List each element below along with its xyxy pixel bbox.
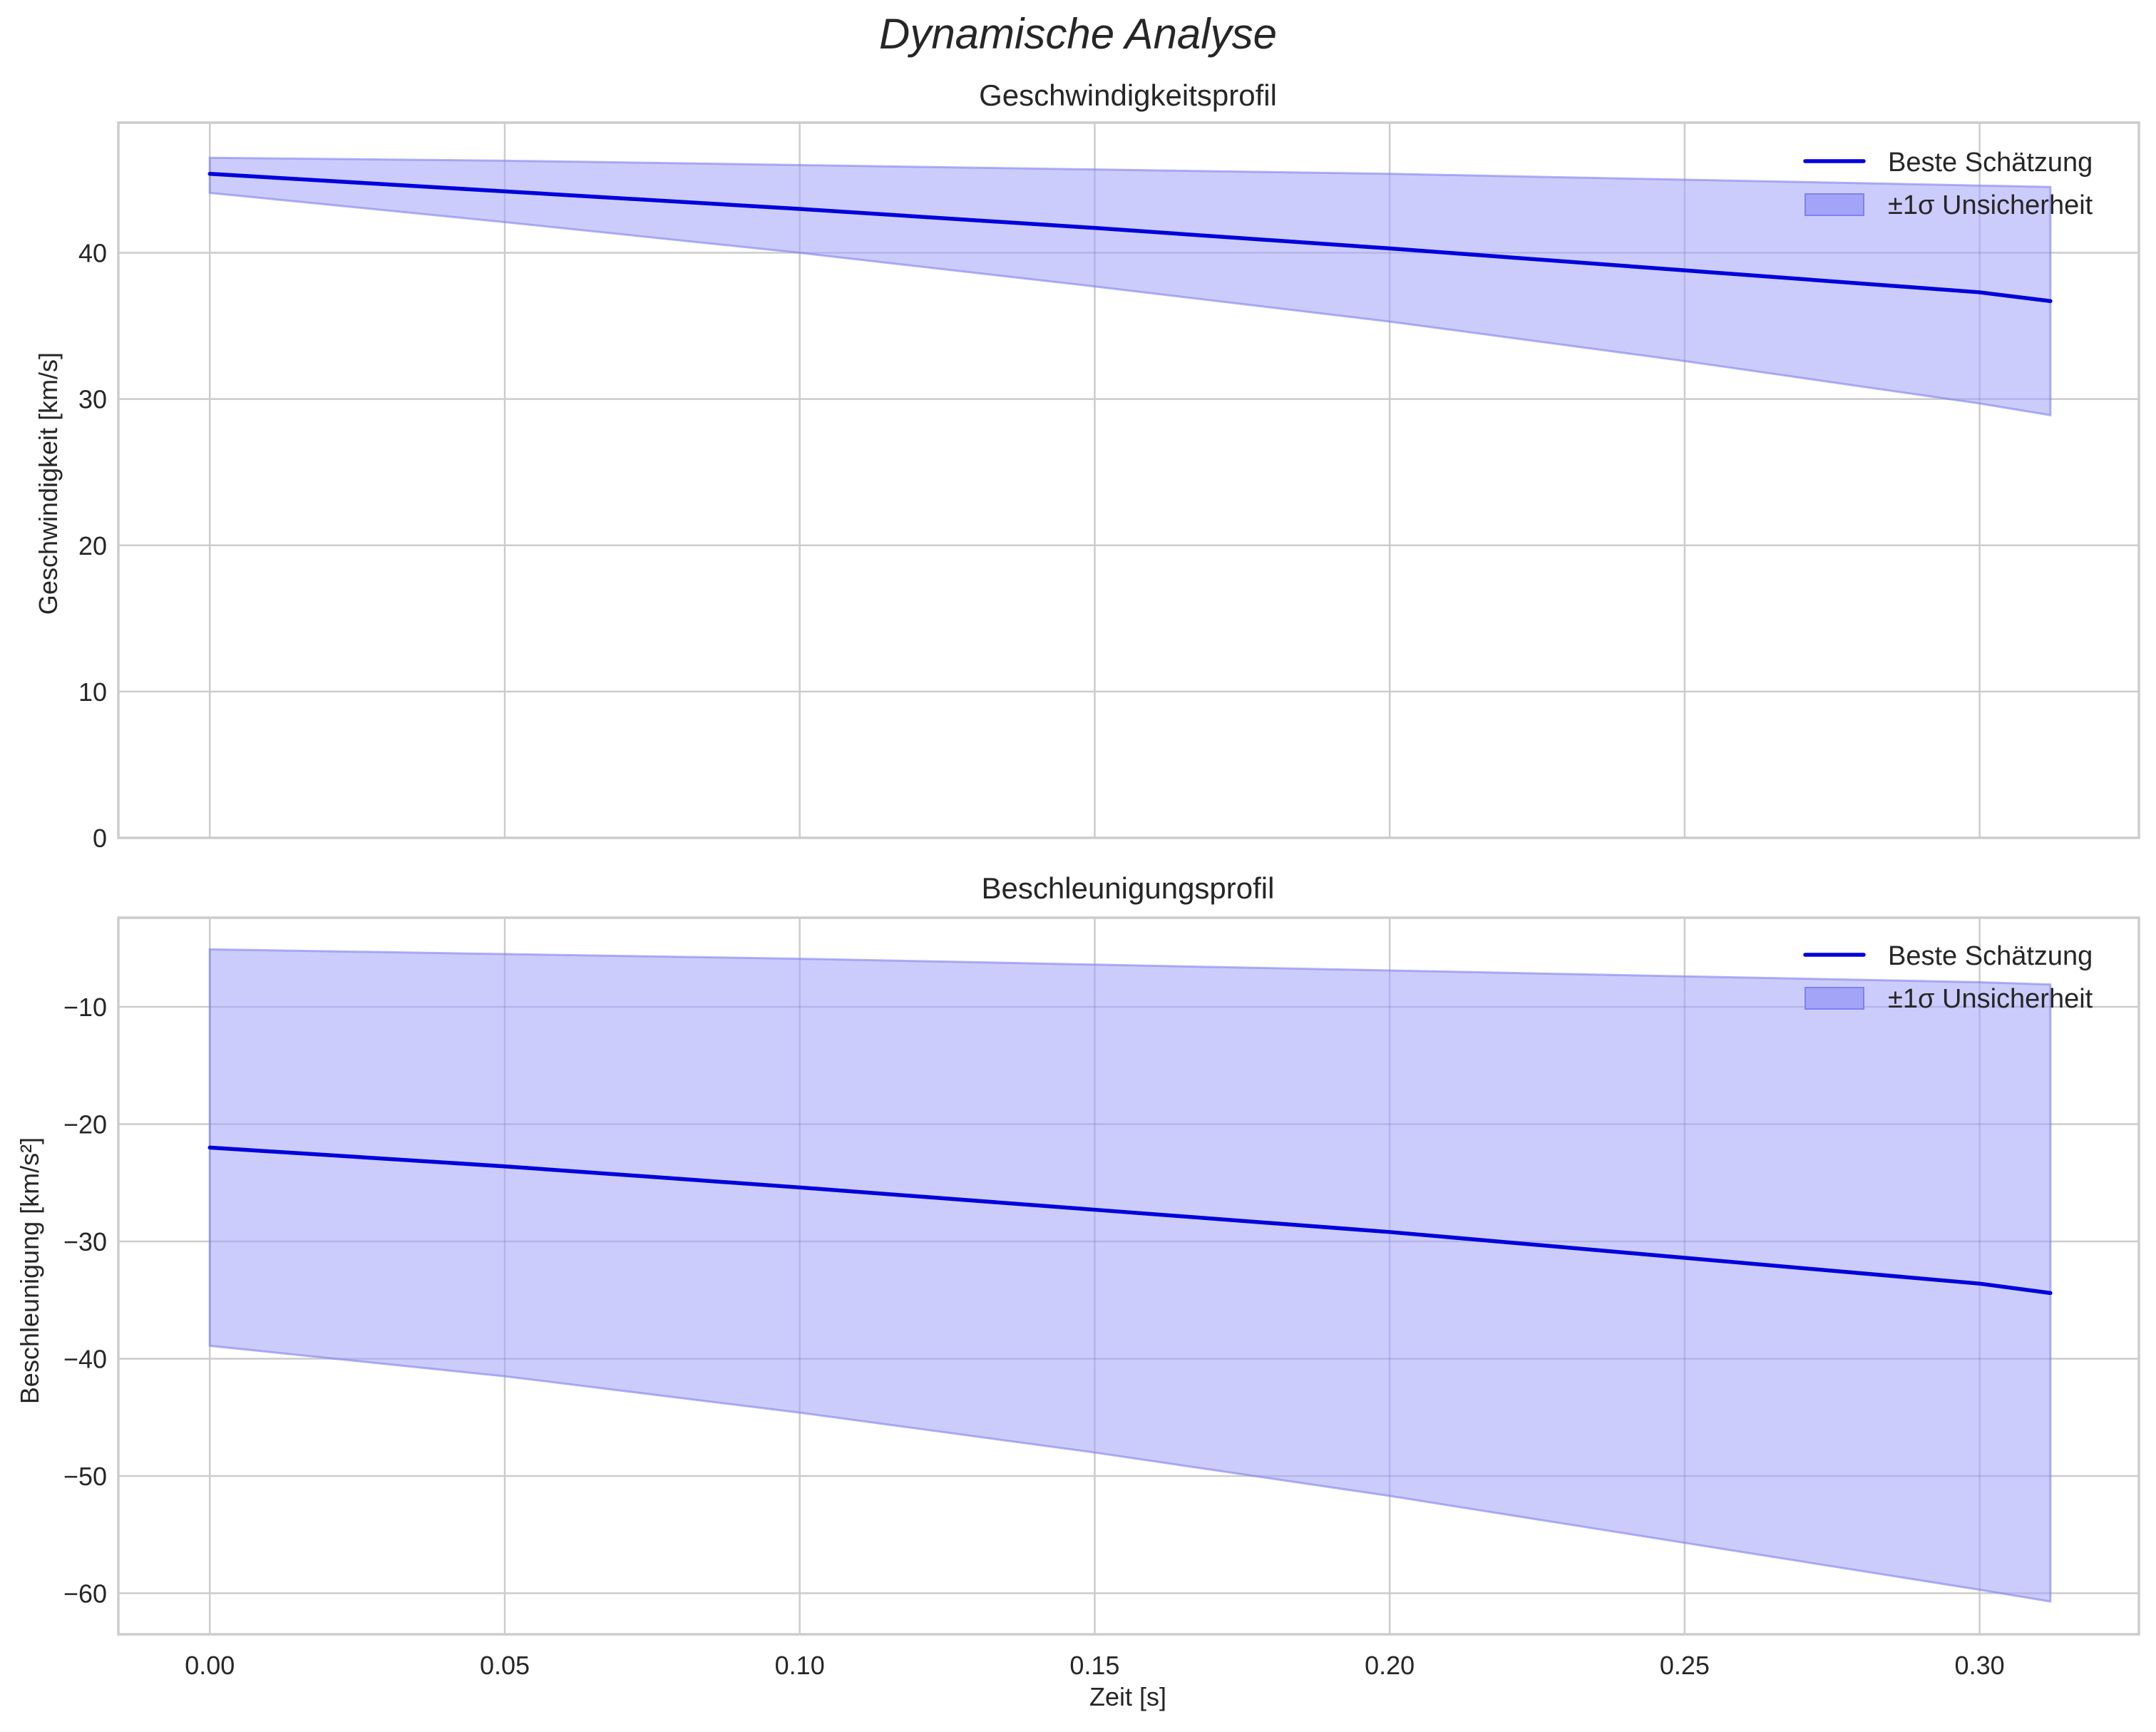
legend-band-swatch xyxy=(1805,193,1864,216)
y-tick-label: 40 xyxy=(78,239,107,268)
y-tick-label: 30 xyxy=(78,385,107,414)
y-tick-label: −40 xyxy=(63,1344,107,1373)
velocity-y-ticks: 0 10 20 30 40 xyxy=(78,239,107,853)
best-estimate-line xyxy=(207,1145,2053,1296)
velocity-legend: Beste Schätzung ±1σ Unsicherheit xyxy=(1803,148,2093,220)
x-tick-label: 0.30 xyxy=(1955,1651,2005,1680)
x-tick-label: 0.25 xyxy=(1660,1651,1710,1680)
velocity-y-label: Geschwindigkeit [km/s] xyxy=(34,352,63,615)
y-tick-label: 10 xyxy=(78,677,107,707)
acceleration-panel-title: Beschleunigungsprofil xyxy=(982,871,1275,905)
y-tick-label: −50 xyxy=(63,1462,107,1491)
acceleration-y-ticks: −60 −50 −40 −30 −20 −10 xyxy=(63,993,107,1608)
x-tick-label: 0.05 xyxy=(480,1651,530,1680)
best-estimate-line xyxy=(207,172,2053,303)
uncertainty-band xyxy=(208,156,2052,416)
x-axis-ticks: 0.00 0.05 0.10 0.15 0.20 0.25 0.30 xyxy=(185,1651,2004,1680)
y-tick-label: −20 xyxy=(63,1110,107,1139)
x-tick-label: 0.20 xyxy=(1365,1651,1415,1680)
y-tick-label: −60 xyxy=(63,1579,107,1608)
legend-label-best-estimate: Beste Schätzung xyxy=(1888,941,2093,971)
figure-title: Dynamische Analyse xyxy=(879,10,1277,58)
legend-label-uncertainty: ±1σ Unsicherheit xyxy=(1888,984,2093,1014)
acceleration-axes-frame xyxy=(117,916,2140,1636)
acceleration-legend: Beste Schätzung ±1σ Unsicherheit xyxy=(1803,941,2093,1014)
velocity-panel-title: Geschwindigkeitsprofil xyxy=(979,78,1277,112)
x-tick-label: 0.10 xyxy=(775,1651,825,1680)
y-tick-label: 20 xyxy=(78,531,107,560)
acceleration-y-label: Beschleunigung [km/s²] xyxy=(15,1137,44,1404)
y-tick-label: 0 xyxy=(93,824,107,853)
uncertainty-band xyxy=(208,948,2052,1603)
x-tick-label: 0.00 xyxy=(185,1651,235,1680)
legend-label-best-estimate: Beste Schätzung xyxy=(1888,148,2093,178)
legend-label-uncertainty: ±1σ Unsicherheit xyxy=(1888,190,2093,220)
velocity-panel: Geschwindigkeitsprofil 0 10 20 30 40 Geschwi… xyxy=(34,78,2140,853)
y-tick-label: −10 xyxy=(63,993,107,1022)
x-tick-label: 0.15 xyxy=(1069,1651,1119,1680)
legend-band-swatch xyxy=(1805,987,1864,1010)
x-axis-label: Zeit [s] xyxy=(1089,1682,1166,1711)
velocity-axes-frame xyxy=(117,121,2140,839)
y-tick-label: −30 xyxy=(63,1227,107,1256)
acceleration-panel: Beschleunigungsprofil −60 −50 −40 −30 −20 −10… xyxy=(15,871,2140,1711)
